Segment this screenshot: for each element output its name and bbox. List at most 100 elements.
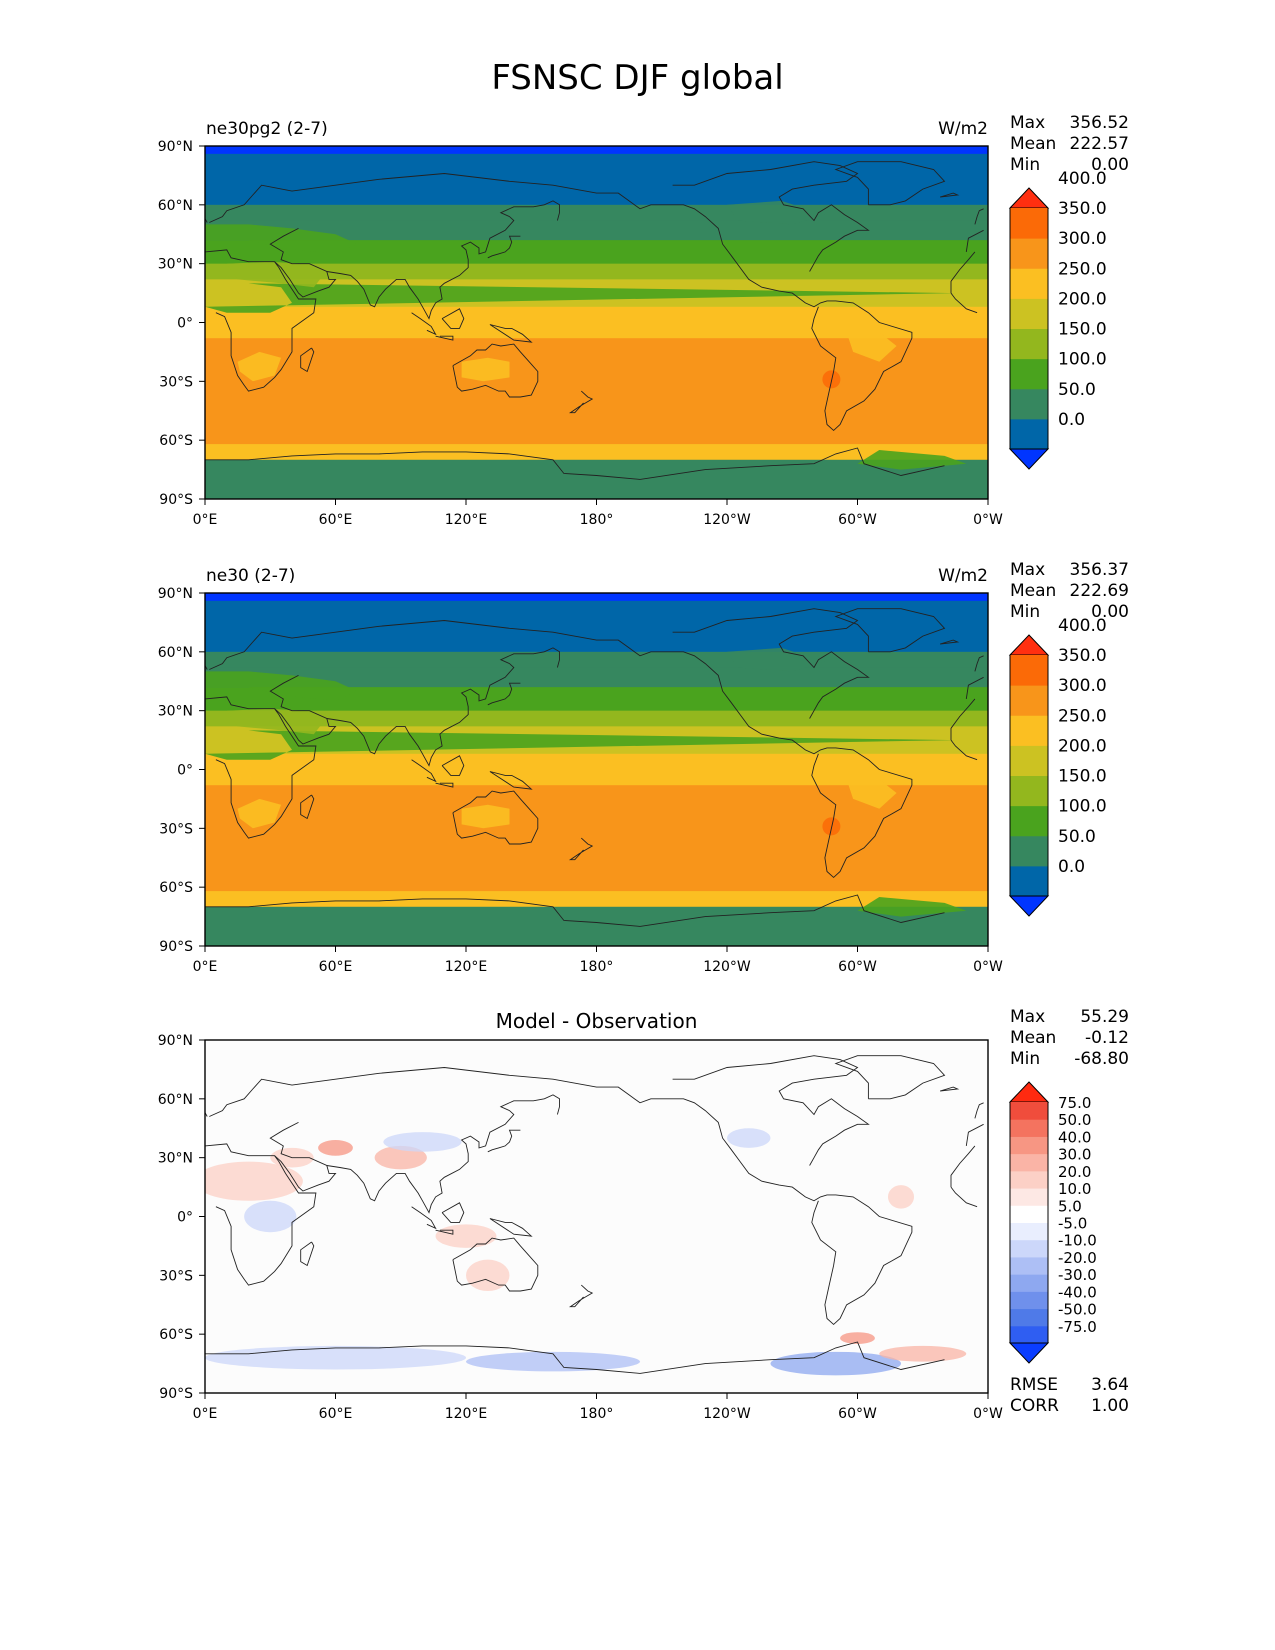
coastline: [568, 390, 594, 414]
x-tick-label: 60°E: [319, 959, 353, 975]
difference-region: [205, 1161, 303, 1201]
coastlines: [205, 161, 984, 480]
coastline: [950, 1145, 976, 1188]
coastline: [939, 639, 960, 645]
coastline: [487, 1129, 521, 1153]
y-tick-label: 0°: [177, 316, 193, 332]
colorbar-label: 5.0: [1058, 1197, 1082, 1215]
coastline: [205, 1341, 945, 1374]
stat-value: -68.80: [1074, 1049, 1129, 1069]
colorbar-segment: [1010, 685, 1048, 716]
x-tick-label: 60°W: [838, 512, 877, 528]
colorbar-segment: [1010, 1102, 1048, 1120]
field-band: [205, 593, 988, 602]
coastline: [834, 161, 946, 206]
difference-region: [770, 1351, 901, 1376]
coastline: [950, 292, 978, 314]
coastline: [269, 674, 337, 745]
colorbar-extend-bottom: [1008, 448, 1050, 470]
field-region: [237, 798, 282, 829]
colorbar-segment: [1010, 1256, 1048, 1275]
colorbar-label: 50.0: [1058, 380, 1096, 400]
colorbar-label: 150.0: [1058, 767, 1107, 787]
field: [205, 1040, 988, 1393]
coastline: [939, 192, 960, 198]
colorbar-label: -40.0: [1058, 1283, 1097, 1301]
field-band: [205, 906, 988, 946]
panel-units: W/m2: [938, 119, 988, 139]
coastline: [965, 229, 984, 252]
coastline: [950, 1186, 978, 1208]
field-region: [846, 779, 897, 809]
coastline: [487, 682, 521, 706]
colorbar-segment: [1010, 745, 1048, 776]
field-region: [205, 671, 358, 701]
field-band: [205, 153, 988, 206]
x-tick-label: 120°E: [445, 512, 488, 528]
colorbar-segment: [1010, 1222, 1048, 1241]
coastline: [489, 771, 533, 790]
coastline: [441, 308, 465, 329]
difference-region: [374, 1145, 427, 1170]
x-tick-label: 60°E: [319, 1406, 353, 1422]
colorbar-label: 30.0: [1058, 1146, 1091, 1164]
coastline: [950, 251, 976, 294]
difference-region: [383, 1132, 462, 1152]
stat-label: RMSE: [1010, 1375, 1058, 1395]
x-tick-label: 120°W: [703, 512, 751, 528]
stat-value: -0.12: [1085, 1028, 1129, 1048]
x-tick-label: 120°E: [445, 1406, 488, 1422]
coastline: [568, 1284, 594, 1308]
colorbar-label: 400.0: [1058, 169, 1107, 189]
field: [205, 146, 988, 499]
field-band: [205, 444, 988, 461]
coastline: [269, 1121, 337, 1192]
field-band: [205, 785, 988, 892]
coastline: [489, 324, 533, 343]
field-region: [226, 261, 325, 288]
colorbar: 0.0 50.0 100.0 150.0 200.0 250.0 300.0 350.0 400…: [1008, 616, 1107, 917]
coastline: [672, 608, 870, 719]
coastline: [950, 739, 978, 761]
colorbar-label: -50.0: [1058, 1301, 1097, 1319]
x-tick-label: 120°W: [703, 959, 751, 975]
colorbar-segment: [1010, 1291, 1048, 1310]
field-region: [226, 708, 325, 735]
coastline: [326, 1094, 560, 1214]
y-tick-label: 90°N: [158, 139, 193, 155]
field-region: [205, 283, 956, 313]
coastline: [965, 1123, 984, 1146]
x-tick-label: 60°W: [838, 959, 877, 975]
colorbar-label: 200.0: [1058, 736, 1107, 756]
coastline: [672, 1055, 870, 1166]
x-tick-label: 0°E: [193, 1406, 218, 1422]
y-tick-label: 90°S: [159, 492, 193, 508]
colorbar: 0.0 50.0 100.0 150.0 200.0 250.0 300.0 350.0 400…: [1008, 169, 1107, 470]
stat-value: 55.29: [1080, 1007, 1129, 1027]
field-region: [857, 450, 967, 470]
figure-title: FSNSC DJF global: [491, 58, 784, 98]
field-band: [205, 600, 988, 653]
coastline: [452, 790, 539, 845]
colorbar-segment: [1010, 835, 1048, 867]
field-band: [205, 710, 988, 727]
field-region: [461, 804, 510, 829]
panel-label: ne30pg2 (2-7): [206, 119, 328, 139]
colorbar-label: 0.0: [1058, 410, 1085, 430]
x-tick-label: 0°E: [193, 512, 218, 528]
coastline: [489, 1218, 533, 1237]
colorbar-segment: [1010, 1325, 1048, 1344]
colorbar-segment: [1010, 1274, 1048, 1292]
coastline: [205, 447, 945, 480]
coastline: [950, 698, 976, 741]
colorbar-segment: [1010, 388, 1048, 420]
colorbar-segment: [1010, 1119, 1048, 1137]
stat-value: 0.00: [1091, 155, 1129, 175]
colorbar-label: 250.0: [1058, 706, 1107, 726]
y-tick-label: 60°N: [158, 198, 193, 214]
coastline: [974, 655, 984, 672]
stat-label: Mean: [1010, 134, 1056, 154]
colorbar-segment: [1010, 268, 1048, 299]
colorbar-extend-top: [1008, 187, 1050, 209]
